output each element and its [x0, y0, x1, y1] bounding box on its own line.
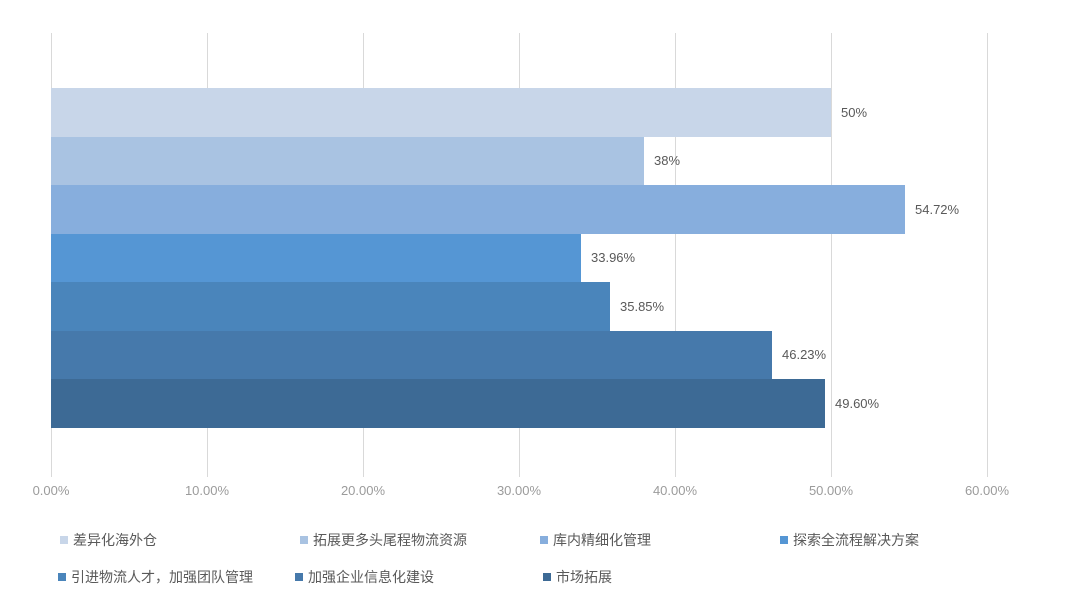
legend-item: 库内精细化管理 [540, 532, 651, 548]
legend-label: 拓展更多头尾程物流资源 [313, 532, 467, 548]
legend-swatch-icon [540, 536, 548, 544]
legend-label: 加强企业信息化建设 [308, 569, 434, 585]
plot-area: 50% 38% 54.72% 33.96% 35.85% 46.23% 49.60% [51, 33, 988, 477]
legend-item: 加强企业信息化建设 [295, 569, 434, 585]
legend-label: 库内精细化管理 [553, 532, 651, 548]
bar [51, 136, 644, 185]
legend-swatch-icon [60, 536, 68, 544]
legend-swatch-icon [543, 573, 551, 581]
legend-item: 引进物流人才，加强团队管理 [58, 569, 253, 585]
legend-item: 差异化海外仓 [60, 532, 157, 548]
bar-data-label: 35.85% [620, 298, 665, 314]
bar-row: 38% [51, 136, 987, 185]
bar-data-label: 33.96% [591, 250, 636, 266]
bar [51, 282, 610, 331]
bar-row: 33.96% [51, 233, 987, 282]
legend-item: 市场拓展 [543, 569, 612, 585]
x-axis-tick-label: 0.00% [32, 483, 70, 498]
bar-row: 46.23% [51, 330, 987, 379]
legend-label: 引进物流人才，加强团队管理 [71, 569, 253, 585]
bar [51, 330, 772, 379]
legend-item: 拓展更多头尾程物流资源 [300, 532, 467, 548]
bar [51, 379, 825, 428]
x-axis-tick-label: 40.00% [652, 483, 698, 498]
bar [51, 185, 905, 234]
bar-data-label: 50% [841, 104, 868, 120]
x-axis-tick-label: 60.00% [964, 483, 1010, 498]
bar-data-label: 54.72% [915, 201, 960, 217]
legend-swatch-icon [780, 536, 788, 544]
bar [51, 88, 831, 137]
bar-row: 50% [51, 88, 987, 137]
legend-label: 差异化海外仓 [73, 532, 157, 548]
legend-swatch-icon [58, 573, 66, 581]
legend-swatch-icon [300, 536, 308, 544]
legend-swatch-icon [295, 573, 303, 581]
legend-label: 探索全流程解决方案 [793, 532, 919, 548]
bar-data-label: 49.60% [835, 395, 880, 411]
x-axis-tick-label: 50.00% [808, 483, 854, 498]
legend-item: 探索全流程解决方案 [780, 532, 919, 548]
x-axis-tick-label: 20.00% [340, 483, 386, 498]
bar-data-label: 38% [654, 153, 681, 169]
bar-row: 35.85% [51, 282, 987, 331]
bar-row: 49.60% [51, 379, 987, 428]
bar-row: 54.72% [51, 185, 987, 234]
x-axis-tick-label: 30.00% [496, 483, 542, 498]
x-axis-tick-label: 10.00% [184, 483, 230, 498]
gridline [987, 33, 988, 477]
bar-data-label: 46.23% [782, 347, 827, 363]
legend-label: 市场拓展 [556, 569, 612, 585]
gridline [831, 33, 832, 477]
gridline [675, 33, 676, 477]
bar [51, 233, 581, 282]
